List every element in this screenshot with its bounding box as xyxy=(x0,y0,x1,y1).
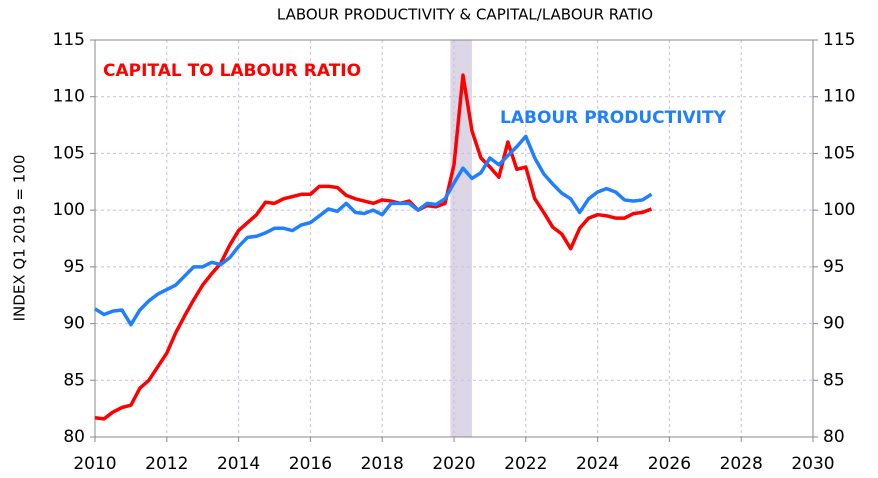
series-label: CAPITAL TO LABOUR RATIO xyxy=(103,61,361,81)
y2-tick-label: 110 xyxy=(823,87,855,107)
x-tick-label: 2012 xyxy=(145,454,188,474)
x-tick-label: 2014 xyxy=(217,454,260,474)
x-tick-label: 2024 xyxy=(576,454,619,474)
y-tick-label: 95 xyxy=(63,257,85,277)
x-tick-label: 2026 xyxy=(648,454,691,474)
y2-tick-label: 90 xyxy=(823,314,845,334)
plot-border xyxy=(94,39,814,438)
x-tick-label: 2022 xyxy=(504,454,547,474)
y2-tick-label: 95 xyxy=(823,257,845,277)
x-tick-label: 2020 xyxy=(432,454,475,474)
y2-tick-label: 100 xyxy=(823,200,855,220)
y2-tick-label: 105 xyxy=(823,143,855,163)
x-tick-label: 2010 xyxy=(73,454,116,474)
y-tick-label: 110 xyxy=(53,87,85,107)
y2-tick-label: 115 xyxy=(823,30,855,50)
y2-tick-label: 85 xyxy=(823,370,845,390)
series-line xyxy=(94,134,653,327)
x-tick-label: 2030 xyxy=(791,454,834,474)
y-tick-label: 80 xyxy=(63,427,85,447)
y-axis-label: INDEX Q1 2019 = 100 xyxy=(11,155,29,322)
x-tick-label: 2028 xyxy=(720,454,763,474)
y-tick-label: 100 xyxy=(53,200,85,220)
x-tick-label: 2018 xyxy=(361,454,404,474)
series-label: LABOUR PRODUCTIVITY xyxy=(500,108,727,128)
y-tick-label: 105 xyxy=(53,143,85,163)
y2-tick-label: 80 xyxy=(823,427,845,447)
series-line xyxy=(94,73,653,421)
y-tick-label: 90 xyxy=(63,314,85,334)
x-tick-label: 2016 xyxy=(289,454,332,474)
y-tick-label: 85 xyxy=(63,370,85,390)
y-tick-label: 115 xyxy=(53,30,85,50)
chart-title: LABOUR PRODUCTIVITY & CAPITAL/LABOUR RAT… xyxy=(277,6,653,24)
